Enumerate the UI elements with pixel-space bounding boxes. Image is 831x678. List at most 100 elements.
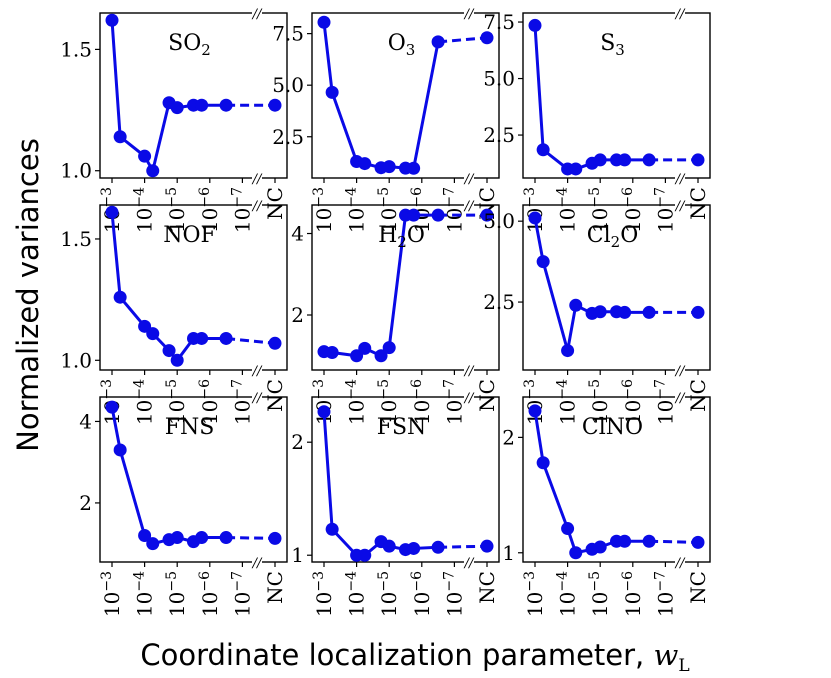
x-tick-exponent: −4	[344, 187, 360, 208]
x-tick-label: 10−7	[652, 187, 677, 233]
axis-break-gap-bottom	[675, 175, 685, 181]
axis-break-mark-bottom: //	[463, 364, 475, 379]
x-tick-exponent: −3	[311, 379, 327, 400]
x-tick-base: NC	[686, 571, 710, 604]
axis-break-gap-bottom	[675, 367, 685, 373]
panel-title: S3	[600, 31, 625, 59]
data-point	[569, 546, 583, 560]
data-point	[569, 162, 583, 176]
axis-break-mark-top: //	[463, 391, 475, 406]
plot-frame	[311, 204, 500, 371]
x-tick-label: 10−4	[555, 379, 580, 425]
panel-title: O3	[388, 31, 416, 59]
x-tick-base: NC	[263, 379, 287, 412]
x-tick-base: 10	[345, 592, 369, 617]
data-point	[431, 208, 445, 222]
panel-title-formula: FNS	[165, 415, 215, 440]
panel-title-subscript: 2	[397, 233, 407, 251]
panel-title-formula: FSN	[377, 415, 427, 440]
panel-title: Cl2O	[587, 223, 638, 251]
axis-break-mark-bottom: //	[674, 556, 686, 571]
y-tick-label: 1.5	[60, 37, 92, 61]
data-point	[219, 331, 233, 345]
plot-frame	[99, 12, 288, 179]
x-tick-base: 10	[230, 208, 254, 233]
x-tick-exponent: −7	[441, 187, 457, 208]
x-tick-base: 10	[442, 208, 466, 233]
x-tick-exponent: −6	[197, 379, 213, 400]
x-tick-base: 10	[588, 400, 612, 425]
y-tick-label: 2	[291, 303, 304, 327]
x-tick-base: 10	[621, 592, 645, 617]
x-tick-label: 10−7	[441, 571, 466, 617]
data-point	[407, 161, 421, 175]
data-point	[561, 344, 575, 358]
x-tick-label: 10−6	[197, 571, 222, 617]
data-point	[593, 305, 607, 319]
data-point	[325, 345, 339, 359]
x-tick-base: 10	[198, 400, 222, 425]
data-point	[569, 298, 583, 312]
data-point	[170, 101, 184, 115]
y-axis-label: Normalized variances	[11, 138, 45, 452]
x-tick-exponent: −6	[620, 187, 636, 208]
x-tick-label: 10−6	[197, 187, 222, 233]
data-point	[618, 534, 632, 548]
y-tick-label: 1.5	[60, 227, 92, 251]
x-tick-base: 10	[653, 208, 677, 233]
data-point	[642, 534, 656, 548]
axis-break-mark-top: //	[674, 391, 686, 406]
plot-frame	[522, 396, 711, 563]
x-tick-exponent: −4	[344, 379, 360, 400]
y-tick-label: 1.0	[60, 348, 92, 372]
x-tick-label: 10−6	[620, 379, 645, 425]
x-tick-label: NC	[475, 571, 499, 604]
data-point	[407, 208, 421, 222]
x-tick-label: 10−4	[344, 571, 369, 617]
x-tick-label: 10−6	[620, 571, 645, 617]
y-tick-label: 7.5	[483, 10, 515, 34]
series-line	[322, 22, 440, 170]
data-point	[146, 164, 160, 178]
x-tick-label: 10−4	[555, 187, 580, 233]
x-tick-exponent: −5	[164, 571, 180, 592]
x-tick-base: NC	[475, 571, 499, 604]
x-tick-exponent: −7	[652, 379, 668, 400]
panel-title-formula: Cl	[587, 223, 611, 248]
panel-title-formula: NOF	[163, 223, 216, 248]
axis-break-gap-top	[675, 202, 685, 208]
data-point	[691, 153, 705, 167]
x-tick-base: 10	[165, 208, 189, 233]
x-tick-label: 10−7	[652, 379, 677, 425]
x-tick-base: 10	[312, 592, 336, 617]
data-point	[618, 305, 632, 319]
x-tick-label: 10−7	[441, 187, 466, 233]
x-axis-label-symbol: w	[654, 638, 679, 672]
data-point	[113, 130, 127, 144]
x-tick-label: NC	[686, 187, 710, 220]
data-point	[480, 539, 494, 553]
y-tick-label: 4	[79, 409, 92, 433]
x-tick-label: 10−7	[229, 571, 254, 617]
plot-frame	[522, 204, 711, 371]
x-tick-exponent: −5	[164, 379, 180, 400]
x-tick-base: 10	[165, 592, 189, 617]
data-point	[528, 18, 542, 32]
data-point	[691, 535, 705, 549]
x-tick-label: 10−5	[376, 187, 401, 233]
x-tick-label: 10−4	[344, 379, 369, 425]
axis-break-gap-bottom	[464, 367, 474, 373]
x-tick-exponent: −4	[555, 187, 571, 208]
data-point	[374, 349, 388, 363]
axis-break-mark-top: //	[251, 7, 263, 22]
panel-title-subscript: 3	[615, 41, 625, 59]
x-tick-label: 10−5	[164, 571, 189, 617]
data-point	[528, 404, 542, 418]
x-tick-base: 10	[133, 208, 157, 233]
x-tick-exponent: −5	[376, 379, 392, 400]
axis-break-mark-bottom: //	[251, 364, 263, 379]
